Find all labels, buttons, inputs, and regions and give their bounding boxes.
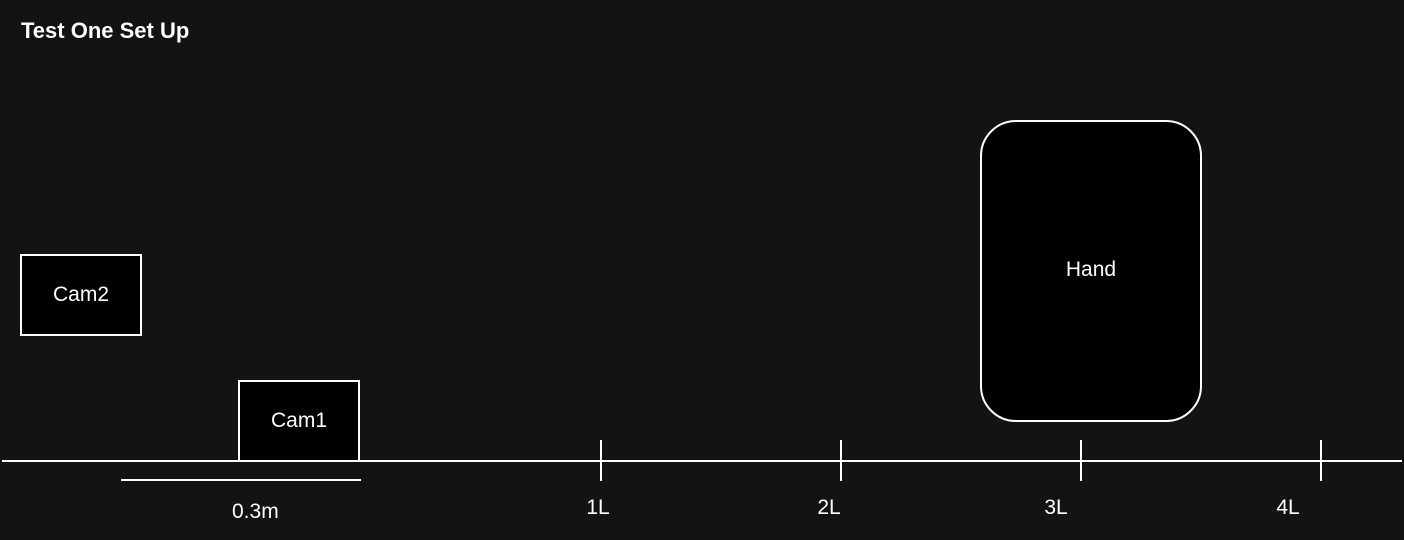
cam1-label: Cam1 — [270, 409, 328, 432]
tick-label-2: 2L — [817, 496, 841, 519]
tick-label-3: 3L — [1044, 496, 1068, 519]
tick-1 — [600, 440, 602, 481]
tick-label-1: 1L — [586, 496, 610, 519]
cam2-label: Cam2 — [52, 283, 110, 306]
diagram-title: Test One Set Up — [21, 18, 190, 43]
scale-label: 0.3m — [232, 500, 279, 523]
tick-label-4: 4L — [1276, 496, 1300, 519]
cam1-box: Cam1 — [238, 380, 360, 462]
tick-4 — [1320, 440, 1322, 481]
scale-bar — [121, 479, 361, 481]
hand-box: Hand — [980, 120, 1202, 422]
cam2-box: Cam2 — [20, 254, 142, 336]
tick-2 — [840, 440, 842, 481]
tick-3 — [1080, 440, 1082, 481]
ground-line — [2, 460, 1402, 462]
hand-label: Hand — [1065, 258, 1117, 281]
